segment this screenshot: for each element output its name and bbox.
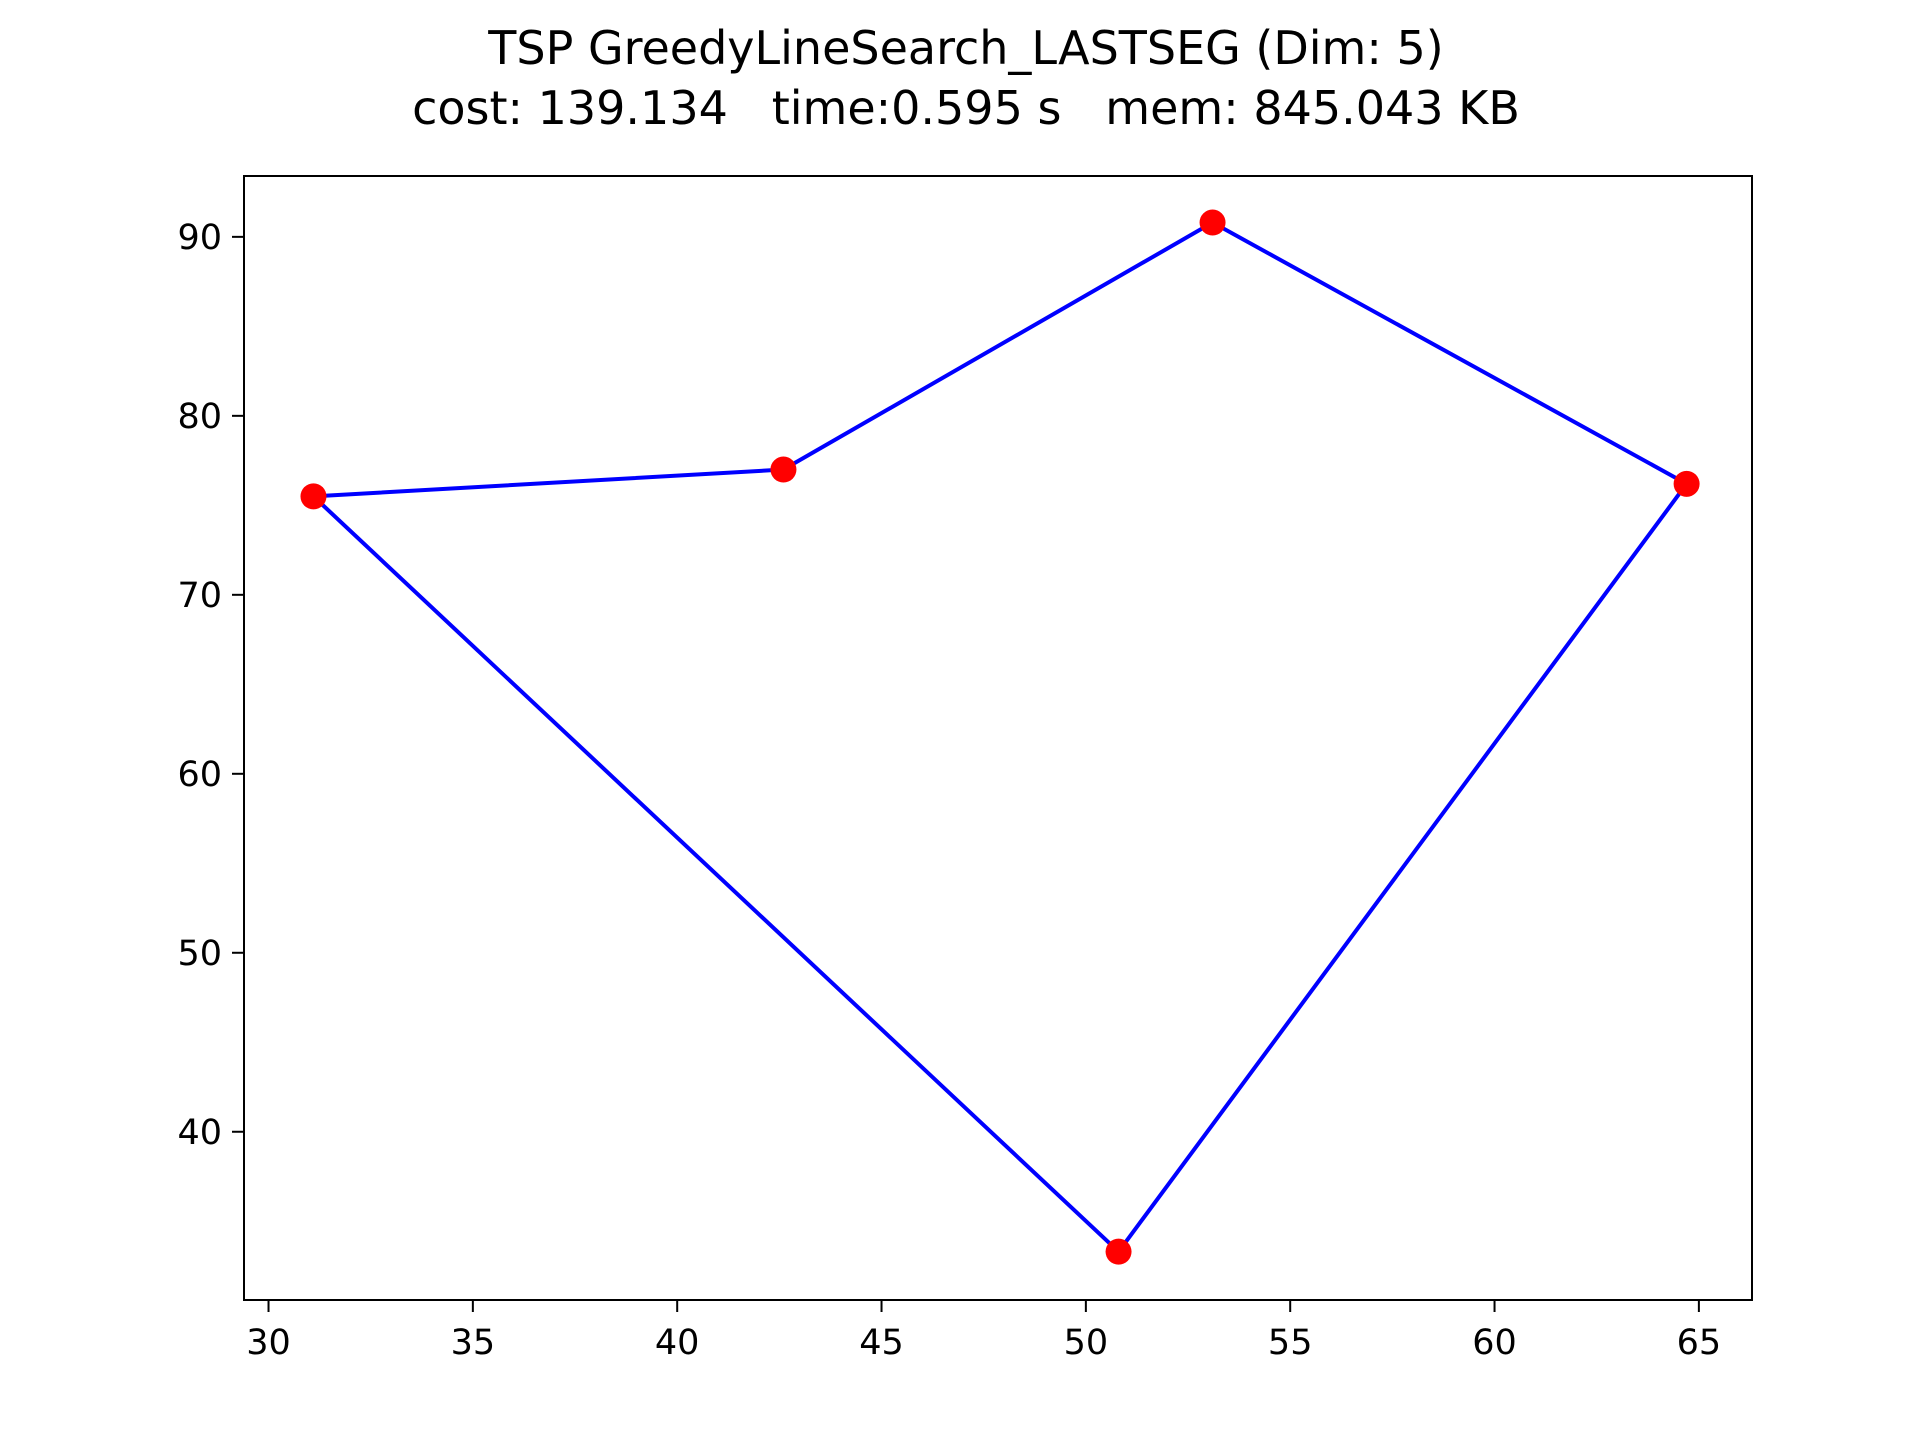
tour-segment (781, 220, 1215, 472)
x-tick-label: 60 (1472, 1323, 1517, 1363)
y-tick-label: 60 (177, 755, 222, 795)
city-point (1673, 470, 1700, 497)
x-tick-label: 35 (451, 1323, 496, 1363)
city-points (300, 209, 1700, 1265)
y-axis: 40 50 60 70 80 90 (177, 218, 244, 1153)
chart-subtitle: cost: 139.134 time:0.595 s mem: 845.043 … (412, 81, 1520, 135)
y-tick-label: 50 (177, 934, 222, 974)
city-point (1199, 209, 1226, 236)
city-point (1105, 1238, 1132, 1265)
tour-segment (1116, 481, 1689, 1254)
x-tick-label: 30 (246, 1323, 291, 1363)
axes (243, 175, 1753, 1301)
x-tick-label: 65 (1677, 1323, 1722, 1363)
tour-segment (311, 467, 786, 499)
x-tick-label: 40 (655, 1323, 700, 1363)
y-tick-label: 80 (177, 397, 222, 437)
axes-frame (243, 175, 1753, 1301)
y-tick-label: 90 (177, 218, 222, 258)
tour-segment (311, 494, 1121, 1254)
chart-title: TSP GreedyLineSearch_LASTSEG (Dim: 5) (487, 21, 1443, 75)
x-axis: 30 35 40 45 50 55 60 65 (246, 1300, 1721, 1363)
tour-segment (1210, 220, 1689, 486)
y-tick-label: 70 (177, 576, 222, 616)
y-tick-label: 40 (177, 1113, 222, 1153)
tour-path (311, 220, 1689, 1254)
city-point (300, 483, 327, 510)
city-point (770, 456, 797, 483)
x-tick-label: 45 (859, 1323, 904, 1363)
x-tick-label: 55 (1268, 1323, 1313, 1363)
x-tick-label: 50 (1064, 1323, 1109, 1363)
